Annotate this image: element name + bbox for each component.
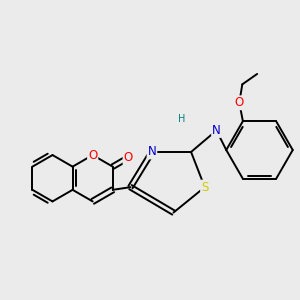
Text: S: S (201, 181, 208, 194)
Text: N: N (212, 124, 221, 137)
Text: N: N (148, 146, 156, 158)
Text: O: O (88, 148, 97, 162)
Text: H: H (178, 114, 185, 124)
Text: O: O (124, 151, 133, 164)
Text: O: O (235, 96, 244, 109)
